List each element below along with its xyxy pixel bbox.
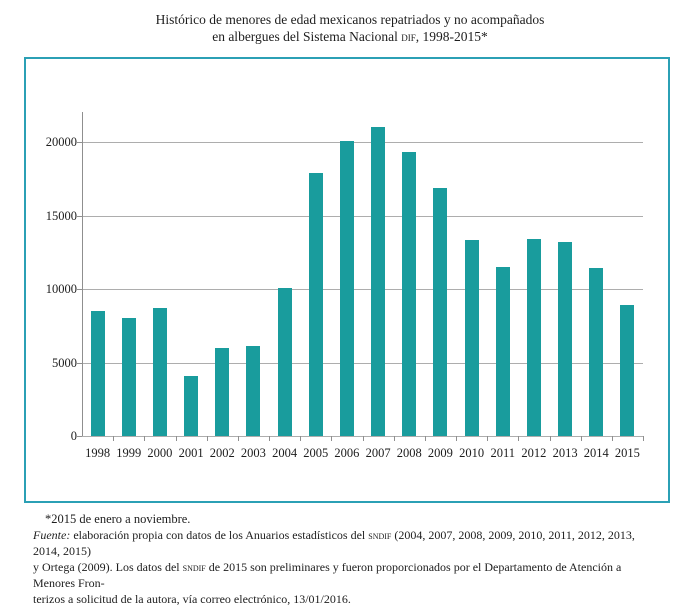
x-tick-mark xyxy=(237,436,239,441)
y-gridline xyxy=(82,289,643,290)
x-axis-tick-label: 2011 xyxy=(490,446,515,460)
x-axis-tick-label: 2006 xyxy=(334,446,360,460)
x-axis-tick-label: 2002 xyxy=(209,446,235,460)
asterisk-footnote: *2015 de enero a noviembre. xyxy=(45,512,191,526)
bar-chart-frame: 0 5000 10000 15000 20000 1998 1999 2000 2001 2002… xyxy=(24,57,670,503)
x-axis-tick-label: 2000 xyxy=(147,446,173,460)
bar-2003 xyxy=(246,346,260,436)
x-axis-tick-label: 2009 xyxy=(427,446,453,460)
y-tick-mark xyxy=(77,436,82,437)
x-tick-mark xyxy=(456,436,457,441)
y-axis-tick-label: 0 xyxy=(70,429,77,443)
bar-2012 xyxy=(527,239,541,436)
bar-2014 xyxy=(589,268,603,436)
y-tick-mark xyxy=(77,215,82,217)
source-note-line: y Ortega (2009). Los datos del sndif de … xyxy=(33,559,658,591)
x-tick-mark xyxy=(269,436,270,441)
x-tick-mark xyxy=(611,436,613,441)
text-segment: sndif xyxy=(182,560,206,574)
text-segment: Fuente: xyxy=(33,528,71,542)
text-segment: en albergues del Sistema Nacional xyxy=(212,29,402,44)
x-axis-tick-label: 2015 xyxy=(614,446,640,460)
x-tick-mark xyxy=(518,436,520,441)
source-note: Fuente: elaboración propia con datos de … xyxy=(33,527,658,607)
x-tick-mark xyxy=(113,436,115,441)
bar-2006 xyxy=(340,141,354,436)
y-gridline xyxy=(82,142,643,143)
text-segment: elaboración propia con datos de los Anua… xyxy=(70,528,369,542)
bar-2002 xyxy=(215,348,229,436)
x-tick-mark xyxy=(393,436,395,441)
bar-2015 xyxy=(620,305,634,436)
y-axis-tick-label: 20000 xyxy=(45,135,77,149)
x-axis-tick-label: 1999 xyxy=(116,446,142,460)
text-segment: dif xyxy=(401,29,416,44)
y-tick-mark xyxy=(77,289,82,290)
source-note-line: Fuente: elaboración propia con datos de … xyxy=(33,527,658,559)
figure-title: Histórico de menores de edad mexicanos r… xyxy=(0,11,700,45)
x-tick-mark xyxy=(643,436,644,441)
bar-2004 xyxy=(278,288,292,436)
x-axis-tick-label: 1998 xyxy=(85,446,111,460)
y-axis-tick-label: 10000 xyxy=(45,282,77,296)
x-tick-mark xyxy=(580,436,582,441)
text-segment: de 2015 son preliminares y fueron propor… xyxy=(33,560,622,590)
source-note-line: terizos a solicitud de la autora, vía co… xyxy=(33,591,658,607)
text-segment: , 1998-2015* xyxy=(415,29,488,44)
y-axis-line xyxy=(82,112,83,436)
text-segment: sndif xyxy=(368,528,392,542)
text-segment: terizos a solicitud de la autora, vía co… xyxy=(33,592,351,606)
x-tick-mark xyxy=(487,436,489,441)
x-axis-tick-label: 2007 xyxy=(365,446,391,460)
bar-2008 xyxy=(402,152,416,436)
bar-2001 xyxy=(184,376,198,436)
bar-2011 xyxy=(496,267,510,436)
y-axis-tick-label: 15000 xyxy=(45,208,77,223)
x-tick-mark xyxy=(175,436,177,441)
x-tick-mark xyxy=(362,436,364,441)
x-tick-mark xyxy=(206,436,208,441)
x-tick-mark xyxy=(300,436,302,441)
y-gridline xyxy=(82,362,643,364)
x-tick-mark xyxy=(331,436,333,441)
bar-1999 xyxy=(122,318,136,436)
x-axis-tick-label: 2014 xyxy=(583,446,609,460)
bar-2009 xyxy=(433,188,447,436)
x-tick-mark xyxy=(144,436,146,441)
bar-2000 xyxy=(153,308,167,436)
x-axis-tick-label: 2004 xyxy=(272,446,298,460)
figure-title-line1: Histórico de menores de edad mexicanos r… xyxy=(155,12,545,27)
bar-2013 xyxy=(558,242,572,436)
x-axis-tick-label: 2005 xyxy=(303,446,329,460)
y-tick-mark xyxy=(77,142,82,143)
y-axis-tick-label: 5000 xyxy=(52,355,77,370)
document-page: { "header": { "title_line1": "Histórico … xyxy=(0,11,700,606)
y-tick-mark xyxy=(77,362,82,364)
x-axis-tick-label: 2001 xyxy=(178,446,204,460)
bar-2005 xyxy=(309,173,323,436)
x-tick-mark xyxy=(549,436,551,441)
y-gridline xyxy=(82,215,643,217)
x-axis-tick-label: 2008 xyxy=(396,446,422,460)
x-axis-tick-label: 2012 xyxy=(521,446,547,460)
x-axis-tick-label: 2003 xyxy=(240,446,266,460)
text-segment: (2004, 2007, 2008, 2009, 2010, 2011, 201… xyxy=(33,528,635,558)
x-axis-tick-label: 2010 xyxy=(459,446,485,460)
x-tick-mark xyxy=(424,436,426,441)
x-axis-tick-label: 2013 xyxy=(552,446,578,460)
figure-title-line2: en albergues del Sistema Nacional dif, 1… xyxy=(0,28,700,45)
bar-2007 xyxy=(371,127,385,436)
text-segment: y Ortega (2009). Los datos del xyxy=(33,560,183,574)
bar-1998 xyxy=(91,311,105,436)
bar-2010 xyxy=(465,240,479,436)
